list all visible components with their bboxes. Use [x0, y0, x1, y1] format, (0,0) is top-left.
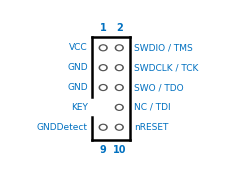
Circle shape	[99, 124, 107, 130]
Circle shape	[115, 124, 123, 130]
Circle shape	[115, 85, 123, 90]
Text: GND: GND	[67, 63, 88, 72]
Circle shape	[117, 46, 122, 50]
Circle shape	[117, 66, 122, 69]
Circle shape	[117, 126, 122, 129]
Circle shape	[117, 86, 122, 89]
Circle shape	[117, 106, 122, 109]
Circle shape	[99, 45, 107, 51]
Text: NC / TDI: NC / TDI	[134, 103, 171, 112]
Circle shape	[101, 66, 106, 69]
Text: SWDIO / TMS: SWDIO / TMS	[134, 43, 193, 52]
Circle shape	[101, 86, 106, 89]
Circle shape	[99, 65, 107, 71]
Circle shape	[101, 46, 106, 50]
Circle shape	[115, 45, 123, 51]
Text: VCC: VCC	[69, 43, 88, 52]
Circle shape	[115, 65, 123, 71]
Circle shape	[99, 85, 107, 90]
Text: 1: 1	[100, 23, 106, 33]
Circle shape	[101, 126, 106, 129]
Text: SWO / TDO: SWO / TDO	[134, 83, 184, 92]
Text: KEY: KEY	[71, 103, 88, 112]
Text: GNDDetect: GNDDetect	[37, 123, 88, 132]
Text: GND: GND	[67, 83, 88, 92]
Text: 9: 9	[100, 145, 106, 155]
Text: 10: 10	[112, 145, 126, 155]
Text: 2: 2	[116, 23, 123, 33]
Text: nRESET: nRESET	[134, 123, 169, 132]
Circle shape	[115, 104, 123, 110]
Text: SWDCLK / TCK: SWDCLK / TCK	[134, 63, 199, 72]
